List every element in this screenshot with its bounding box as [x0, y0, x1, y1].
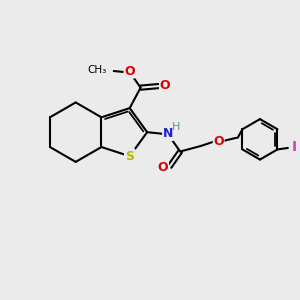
Text: O: O: [160, 79, 170, 92]
Text: CH₃: CH₃: [88, 65, 107, 75]
Text: S: S: [125, 150, 134, 163]
Text: I: I: [292, 140, 297, 154]
Text: O: O: [158, 161, 168, 174]
Text: H: H: [172, 122, 180, 131]
Text: N: N: [163, 128, 173, 140]
Text: O: O: [213, 135, 224, 148]
Text: O: O: [124, 65, 135, 78]
